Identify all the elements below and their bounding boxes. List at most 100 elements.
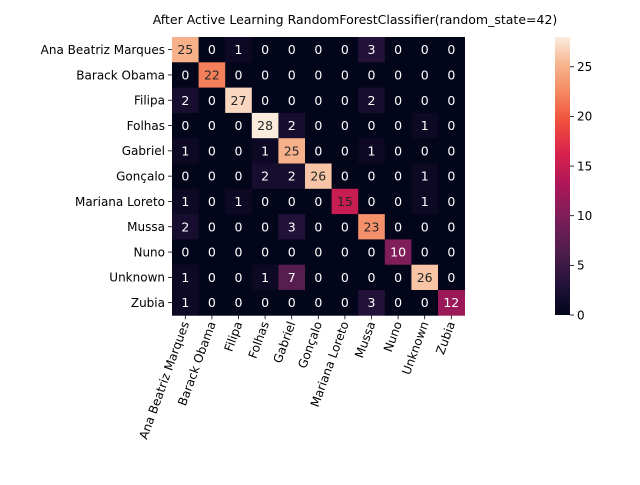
cell-value-label: 0: [261, 67, 269, 82]
cell-value-label: 0: [421, 295, 429, 310]
heatmap-cell: [225, 163, 253, 190]
cell-value-label: 0: [181, 67, 189, 82]
cell-value-label: 0: [235, 118, 243, 133]
cell-value-label: 2: [261, 169, 269, 184]
cell-value-label: 0: [208, 194, 216, 209]
heatmap-cell: [411, 163, 439, 190]
column-label: Filipa: [222, 320, 246, 354]
cell-value-label: 0: [394, 67, 402, 82]
heatmap-cell: [438, 87, 465, 114]
cell-value-label: 1: [421, 169, 429, 184]
cell-value-label: 0: [235, 245, 243, 260]
heatmap-cell: [225, 138, 253, 164]
cell-value-label: 0: [341, 118, 349, 133]
heatmap-cell: [198, 62, 226, 88]
cell-value-label: 0: [235, 169, 243, 184]
heatmap-cell: [198, 239, 226, 266]
heatmap-cell: [305, 264, 332, 291]
heatmap-cell: [331, 87, 359, 114]
cell-value-label: 2: [288, 118, 296, 133]
colorbar-tick-label: 10: [577, 209, 592, 223]
column-label: Folhas: [246, 320, 272, 361]
cell-value-label: 0: [208, 245, 216, 260]
column-label: Gonçalo: [295, 320, 325, 371]
heatmap-cell: [225, 188, 253, 215]
heatmap-cell: [225, 112, 253, 139]
cell-value-label: 0: [314, 194, 322, 209]
colorbar-tick-label: 0: [577, 308, 585, 322]
cell-value-label: 1: [421, 118, 429, 133]
heatmap-cell: [305, 138, 332, 164]
heatmap-cell: [172, 62, 199, 88]
colorbar-tick-label: 25: [577, 60, 592, 74]
cell-value-label: 0: [447, 194, 455, 209]
heatmap-cell: [278, 62, 306, 88]
heatmap-cell: [251, 163, 279, 190]
cell-value-label: 25: [284, 143, 300, 158]
heatmap-cell: [411, 239, 439, 266]
cell-value-label: 0: [288, 42, 296, 57]
cell-value-label: 0: [447, 245, 455, 260]
cell-value-label: 10: [390, 245, 406, 260]
cell-value-label: 0: [341, 245, 349, 260]
heatmap-cell: [331, 62, 359, 88]
heatmap-cell: [331, 188, 359, 215]
heatmap-cell: [411, 290, 439, 316]
heatmap-cell: [331, 214, 359, 240]
heatmap-cell: [278, 214, 306, 240]
heatmap-cell: [438, 290, 465, 316]
cell-value-label: 0: [341, 143, 349, 158]
cell-value-label: 0: [341, 270, 349, 285]
cell-value-label: 0: [208, 118, 216, 133]
heatmap-cell: [305, 87, 332, 114]
heatmap-cell: [251, 112, 279, 139]
heatmap-cell: [331, 290, 359, 316]
heatmap-cells: 25 0 1 0 0 0 0 3 0 0 00 22 0 0 0 0 0 0 0 0 02 0 27 0 0 0 0 2 0 0 00 0 0 2…: [172, 37, 465, 316]
cell-value-label: 0: [314, 270, 322, 285]
cell-value-label: 0: [421, 42, 429, 57]
cell-value-label: 0: [314, 93, 322, 108]
cell-value-label: 0: [314, 67, 322, 82]
heatmap-cell: [251, 239, 279, 266]
cell-value-label: 0: [421, 245, 429, 260]
cell-value-label: 2: [181, 219, 189, 234]
heatmap-cell: [278, 239, 306, 266]
cell-value-label: 0: [421, 219, 429, 234]
cell-value-label: 1: [181, 295, 189, 310]
heatmap-cell: [225, 62, 253, 88]
heatmap-cell: [331, 112, 359, 139]
cell-value-label: 0: [394, 219, 402, 234]
cell-value-label: 1: [261, 143, 269, 158]
row-label: Barack Obama: [76, 68, 165, 82]
cell-value-label: 0: [261, 219, 269, 234]
colorbar-tick-label: 20: [577, 110, 592, 124]
cell-value-label: 0: [261, 295, 269, 310]
row-label: Filipa: [134, 94, 165, 108]
heatmap-cell: [278, 188, 306, 215]
heatmap-cell: [384, 87, 412, 114]
heatmap-cell: [438, 112, 465, 139]
cell-value-label: 0: [368, 118, 376, 133]
cell-value-label: 0: [394, 270, 402, 285]
cell-value-label: 0: [261, 194, 269, 209]
cell-value-label: 0: [208, 270, 216, 285]
heatmap-cell: [384, 62, 412, 88]
cell-value-label: 0: [181, 118, 189, 133]
heatmap-cell: [384, 290, 412, 316]
cell-value-label: 1: [235, 42, 243, 57]
heatmap-cell: [358, 188, 386, 215]
cell-value-label: 0: [314, 42, 322, 57]
cell-value-label: 0: [314, 143, 322, 158]
heatmap-cell: [358, 138, 386, 164]
cell-value-label: 0: [341, 219, 349, 234]
heatmap-cell: [411, 62, 439, 88]
cell-value-label: 0: [394, 93, 402, 108]
row-label: Ana Beatriz Marques: [41, 43, 165, 57]
cell-value-label: 25: [177, 42, 193, 57]
cell-value-label: 0: [341, 42, 349, 57]
heatmap-cell: [358, 163, 386, 190]
heatmap-cell: [198, 290, 226, 316]
heatmap-cell: [358, 239, 386, 266]
heatmap-cell: [438, 37, 465, 63]
